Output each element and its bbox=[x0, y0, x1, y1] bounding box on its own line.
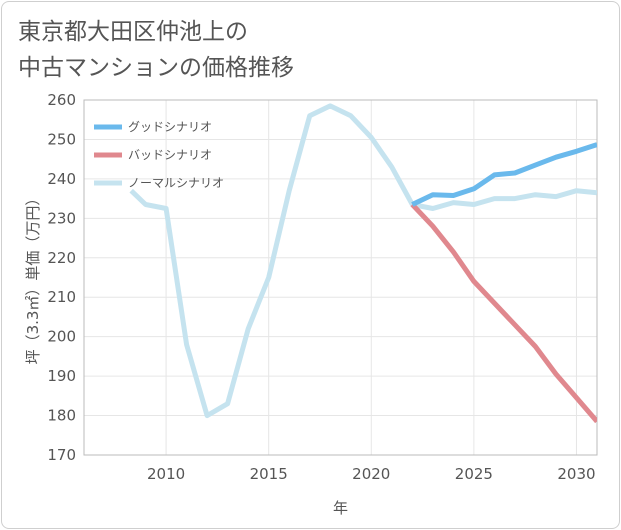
y-axis: 170 180 190 200 210 220 230 240 250 260 bbox=[47, 91, 76, 464]
x-tick-label: 2010 bbox=[147, 465, 185, 483]
series-line-2 bbox=[411, 142, 597, 207]
x-tick-label: 2015 bbox=[250, 465, 288, 483]
y-tick-label: 180 bbox=[47, 407, 76, 425]
chart-title-line-2: 中古マンションの価格推移 bbox=[18, 55, 294, 81]
legend-label: バッドシナリオ bbox=[128, 148, 212, 162]
series-lines bbox=[129, 103, 597, 424]
legend-label: ノーマルシナリオ bbox=[128, 176, 224, 190]
series-line-0 bbox=[129, 103, 597, 419]
y-tick-label: 230 bbox=[47, 209, 76, 227]
series-line-1 bbox=[410, 202, 597, 424]
y-tick-label: 220 bbox=[47, 249, 76, 267]
y-tick-label: 260 bbox=[47, 91, 76, 109]
x-axis-title: 年 bbox=[333, 499, 348, 517]
x-tick-label: 2025 bbox=[455, 465, 493, 483]
y-tick-label: 250 bbox=[47, 130, 76, 148]
y-tick-label: 210 bbox=[47, 288, 76, 306]
y-tick-label: 190 bbox=[47, 367, 76, 385]
y-tick-label: 170 bbox=[47, 446, 76, 464]
y-axis-title: 坪（3.3㎡）単価（万円） bbox=[24, 191, 42, 365]
y-tick-label: 240 bbox=[47, 170, 76, 188]
plot-frame bbox=[83, 99, 598, 456]
chart-title-line-1: 東京都大田区仲池上の bbox=[18, 19, 248, 45]
chart-title: 東京都大田区仲池上の 中古マンションの価格推移 bbox=[18, 14, 294, 86]
x-axis: 2010 2015 2020 2025 2030 bbox=[147, 465, 596, 483]
y-tick-label: 200 bbox=[47, 328, 76, 346]
legend-label: グッドシナリオ bbox=[128, 120, 212, 134]
x-tick-label: 2030 bbox=[557, 465, 595, 483]
x-tick-label: 2020 bbox=[352, 465, 390, 483]
